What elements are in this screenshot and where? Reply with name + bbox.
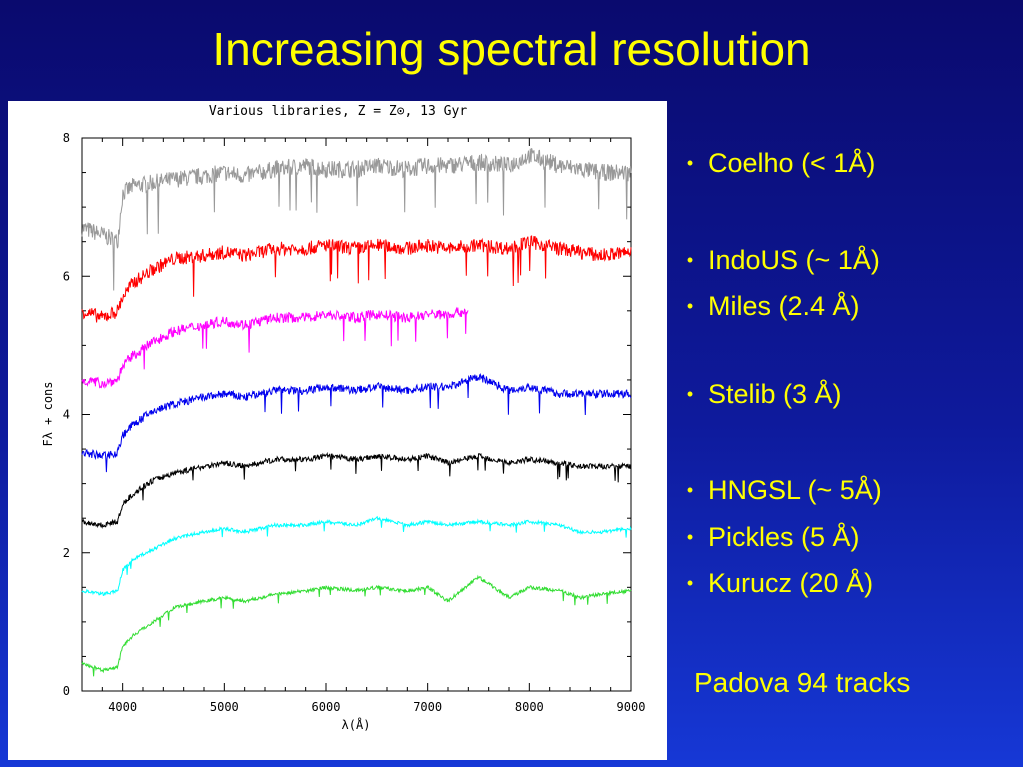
bullet-label: Pickles (5 Å) [708, 522, 860, 552]
spectrum-series-5 [81, 451, 632, 529]
plot-frame [81, 137, 632, 692]
y-tick-label: 6 [63, 269, 70, 283]
axes: 4000 5000 6000 7000 8000 9000 0 2 4 6 8 [63, 131, 646, 714]
y-tick-label: 2 [63, 546, 70, 560]
bullet-label: Stelib (3 Å) [708, 379, 842, 409]
bullet-dot-icon: • [686, 296, 694, 316]
x-tick-label: 8000 [515, 700, 544, 714]
series-group [81, 147, 632, 677]
bullet-item: • HNGSL (~ 5Å) [672, 475, 882, 506]
spectrum-series-4 [81, 373, 632, 473]
bullet-label: HNGSL (~ 5Å) [708, 475, 882, 505]
bullet-dot-icon: • [686, 153, 694, 173]
bullet-item: • Pickles (5 Å) [672, 522, 860, 553]
spectra-chart: Various libraries, Z = Z⊙, 13 Gyr 4000 50… [41, 104, 646, 732]
x-axis-label: λ(Å) [342, 717, 371, 732]
spectrum-series-3 [81, 306, 469, 389]
x-tick-label: 9000 [617, 700, 646, 714]
spectrum-series-1 [81, 147, 632, 291]
y-tick-label: 4 [63, 408, 70, 422]
spectrum-series-2 [81, 235, 632, 323]
chart-panel: Various libraries, Z = Z⊙, 13 Gyr 4000 50… [8, 101, 667, 760]
chart-title: Various libraries, Z = Z⊙, 13 Gyr [209, 104, 467, 119]
x-tick-label: 4000 [108, 700, 137, 714]
bullet-label: Coelho (< 1Å) [708, 148, 876, 178]
bullet-dot-icon: • [686, 384, 694, 404]
spectrum-series-6 [81, 515, 632, 596]
bullet-dot-icon: • [686, 250, 694, 270]
y-tick-label: 0 [63, 684, 70, 698]
slide-title: Increasing spectral resolution [212, 23, 811, 75]
bullet-dot-icon: • [686, 480, 694, 500]
bullet-dot-icon: • [686, 527, 694, 547]
bullet-item: • Stelib (3 Å) [672, 379, 842, 410]
bullet-item: • IndoUS (~ 1Å) [672, 245, 880, 276]
spectrum-series-7 [81, 574, 632, 677]
bullet-item: • Coelho (< 1Å) [672, 148, 876, 179]
y-tick-label: 8 [63, 131, 70, 145]
x-tick-label: 5000 [210, 700, 239, 714]
bullet-label: Kurucz (20 Å) [708, 568, 874, 598]
y-axis-label: Fλ + cons [41, 381, 55, 446]
bullet-label: Miles (2.4 Å) [708, 291, 860, 321]
x-tick-label: 7000 [413, 700, 442, 714]
x-tick-label: 6000 [312, 700, 341, 714]
library-list: • Coelho (< 1Å) • IndoUS (~ 1Å) • Miles (2.… [672, 0, 1023, 767]
footer-note: Padova 94 tracks [694, 667, 911, 698]
bullet-item: • Kurucz (20 Å) [672, 568, 873, 599]
bullet-dot-icon: • [686, 573, 694, 593]
bullet-item: • Miles (2.4 Å) [672, 291, 860, 322]
bullet-label: IndoUS (~ 1Å) [708, 245, 880, 275]
